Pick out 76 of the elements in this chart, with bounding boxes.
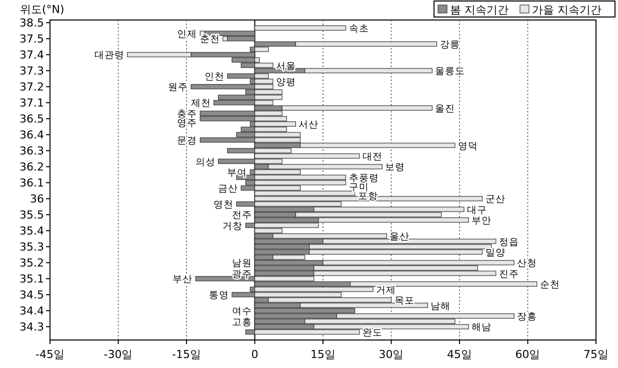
- data-label: 인제: [177, 28, 198, 40]
- data-label: 의성: [195, 156, 216, 168]
- y-tick-label: 36.1: [20, 176, 44, 190]
- data-label: 부안: [472, 216, 492, 226]
- y-tick-label: 36.4: [20, 128, 44, 142]
- data-label: 고흥: [232, 316, 252, 328]
- data-label: 통영: [209, 290, 229, 302]
- data-label: 완도: [362, 328, 382, 338]
- y-tick-label: 35.4: [20, 224, 44, 238]
- y-tick-label: 36: [30, 192, 44, 206]
- legend-label: 가을 지속기간: [532, 4, 602, 16]
- y-tick-label: 37.1: [20, 96, 44, 110]
- data-label: 부여: [227, 168, 248, 178]
- data-label: 정읍: [498, 236, 519, 248]
- data-label: 부산: [172, 274, 193, 286]
- data-label: 대구: [467, 204, 488, 216]
- data-label: 울릉도: [435, 66, 466, 78]
- data-label: 거제: [376, 284, 396, 296]
- y-tick-label: 35.5: [20, 208, 44, 222]
- data-label: 남원: [232, 258, 252, 270]
- y-tick-label: 36.5: [20, 112, 44, 126]
- data-label: 구미: [348, 182, 369, 193]
- y-tick-label: 35.1: [20, 272, 44, 286]
- x-tick-label: 15일: [310, 348, 336, 361]
- data-label: 충주: [177, 108, 198, 120]
- y-tick-label: 35.3: [20, 240, 44, 254]
- data-label: 보령: [385, 162, 406, 174]
- y-axis-title: 위도(°N): [20, 3, 64, 16]
- data-label: 영주: [177, 118, 198, 129]
- legend-label: 봄 지속기간: [450, 4, 508, 16]
- y-tick-label: 34.4: [20, 304, 44, 318]
- data-label: 춘천: [200, 34, 220, 46]
- data-label: 영천: [214, 200, 234, 210]
- data-label: 영덕: [458, 140, 478, 152]
- y-tick-label: 35.2: [20, 256, 44, 270]
- data-label: 금산: [218, 184, 238, 194]
- x-tick-label: 60일: [515, 348, 540, 361]
- data-label: 밀양: [485, 248, 506, 258]
- data-label: 거창: [222, 220, 243, 232]
- data-label: 대전: [362, 152, 382, 162]
- x-tick-label: -45일: [36, 348, 64, 361]
- data-label: 여수: [232, 306, 252, 318]
- x-tick-label: 75일: [584, 348, 608, 361]
- y-tick-label: 34.3: [20, 320, 44, 334]
- data-label: 인천: [204, 72, 224, 82]
- data-label: 양평: [276, 76, 296, 88]
- data-label: 원주: [168, 82, 188, 94]
- y-tick-label: 37.4: [20, 48, 44, 62]
- data-label: 장흥: [517, 312, 538, 322]
- x-tick-label: 45일: [447, 348, 472, 361]
- data-label: 진주: [498, 268, 519, 280]
- data-label: 산청: [517, 258, 538, 270]
- data-label: 속초: [348, 24, 369, 34]
- y-tick-label: 36.3: [20, 144, 44, 158]
- y-tick-label: 37.3: [20, 64, 44, 78]
- x-tick-label: -15일: [172, 348, 201, 361]
- y-tick-label: 37.5: [20, 32, 44, 46]
- data-label: 전주: [232, 210, 252, 222]
- data-label: 울진: [435, 104, 456, 114]
- data-label: 제천: [190, 98, 211, 110]
- data-label: 문경: [177, 136, 198, 146]
- y-tick-label: 36.2: [20, 160, 44, 174]
- y-tick-label: 34.5: [20, 288, 44, 302]
- x-tick-label: 0: [251, 348, 258, 361]
- x-tick-label: 30일: [378, 348, 404, 361]
- data-label: 군산: [485, 194, 506, 206]
- data-label: 순천: [540, 280, 560, 290]
- data-label: 해남: [472, 322, 492, 334]
- data-label: 강릉: [440, 40, 460, 50]
- y-tick-label: 38.5: [20, 16, 44, 30]
- data-label: 대관령: [94, 50, 124, 62]
- data-label: 남해: [430, 300, 451, 312]
- y-tick-label: 37.2: [20, 80, 44, 94]
- data-label: 추풍령: [348, 172, 379, 184]
- x-tick-label: -30일: [104, 348, 133, 361]
- data-label: 서산: [298, 120, 319, 130]
